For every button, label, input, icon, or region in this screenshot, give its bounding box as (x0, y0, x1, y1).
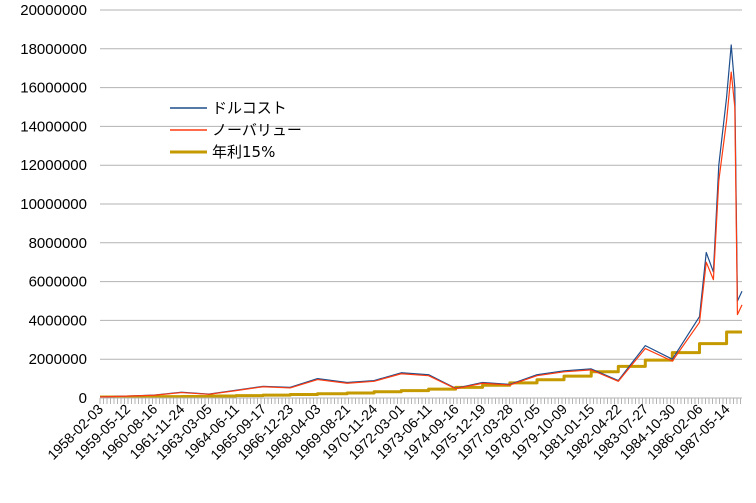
series-line-1 (99, 71, 743, 398)
y-tick-label: 14000000 (20, 118, 87, 135)
legend-label-no-value: ノーバリュー (212, 121, 302, 139)
gridlines (100, 9, 742, 360)
y-tick-label: 12000000 (20, 157, 87, 174)
y-tick-label: 6000000 (29, 274, 87, 291)
series-line-0 (99, 44, 743, 398)
y-tick-label: 2000000 (29, 351, 87, 368)
series-line-2 (100, 330, 742, 399)
y-axis-ticks: 0 2000000 4000000 6000000 8000000 10000000 120… (20, 2, 87, 407)
y-tick-label: 10000000 (20, 196, 87, 213)
legend-label-dollar-cost: ドルコスト (212, 99, 287, 117)
y-tick-label: 0 (79, 390, 87, 407)
y-tick-label: 20000000 (20, 2, 87, 19)
y-tick-label: 18000000 (20, 41, 87, 58)
y-tick-label: 8000000 (29, 235, 87, 252)
y-tick-label: 4000000 (29, 312, 87, 329)
legend: ドルコスト ノーバリュー 年利15% (170, 99, 302, 161)
series-lines (99, 44, 743, 399)
legend-label-annual-15: 年利15% (212, 143, 275, 161)
x-axis-ticks: 1958-02-031959-05-121960-08-161961-11-24… (44, 398, 741, 463)
y-tick-label: 16000000 (20, 80, 87, 97)
